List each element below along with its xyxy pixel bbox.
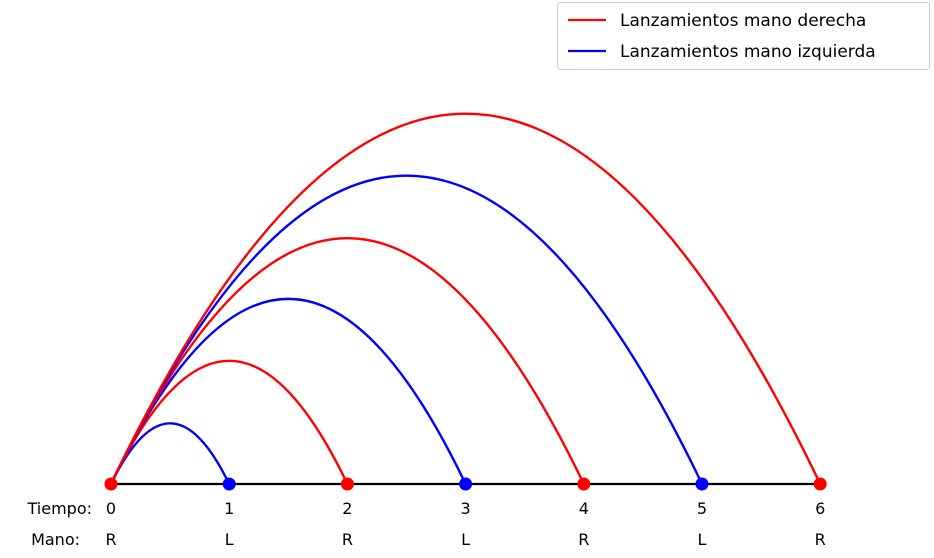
throw-arc-0-to-1 — [109, 422, 231, 485]
time-row-label: Tiempo: — [27, 499, 93, 518]
hand-label-0: R — [105, 530, 116, 549]
throw-arc-0-to-5 — [109, 174, 704, 485]
time-label-3: 3 — [461, 499, 471, 518]
throw-arc-0-to-6 — [109, 112, 822, 485]
throw-arcs — [109, 112, 822, 485]
beat-markers — [104, 477, 827, 491]
beat-marker-4 — [577, 477, 591, 491]
beat-marker-0 — [104, 477, 118, 491]
beat-marker-2 — [340, 477, 354, 491]
beat-marker-6 — [813, 477, 827, 491]
legend-box — [557, 2, 930, 70]
time-label-4: 4 — [579, 499, 589, 518]
hand-row-label: Mano: — [31, 530, 80, 549]
time-label-5: 5 — [697, 499, 707, 518]
beat-marker-3 — [459, 477, 473, 491]
hand-label-2: R — [342, 530, 353, 549]
hand-label-6: R — [815, 530, 826, 549]
time-label-2: 2 — [342, 499, 352, 518]
throw-arc-0-to-3 — [109, 297, 467, 485]
time-label-0: 0 — [106, 499, 116, 518]
throw-arc-0-to-4 — [109, 236, 585, 485]
beat-marker-5 — [695, 477, 709, 491]
hand-label-1: L — [225, 530, 234, 549]
hand-label-3: L — [461, 530, 470, 549]
hand-label-4: R — [578, 530, 589, 549]
legend-right-hand-label: Lanzamientos mano derecha — [620, 11, 866, 31]
time-label-1: 1 — [224, 499, 234, 518]
beat-marker-1 — [222, 477, 236, 491]
beat-labels: 0 R 1 L 2 R 3 L 4 R 5 L 6 R — [105, 499, 825, 549]
throw-arc-0-to-2 — [109, 359, 349, 485]
legend: Lanzamientos mano derecha Lanzamientos m… — [557, 2, 930, 70]
time-label-6: 6 — [815, 499, 825, 518]
legend-left-hand-label: Lanzamientos mano izquierda — [620, 42, 876, 62]
hand-label-5: L — [698, 530, 707, 549]
